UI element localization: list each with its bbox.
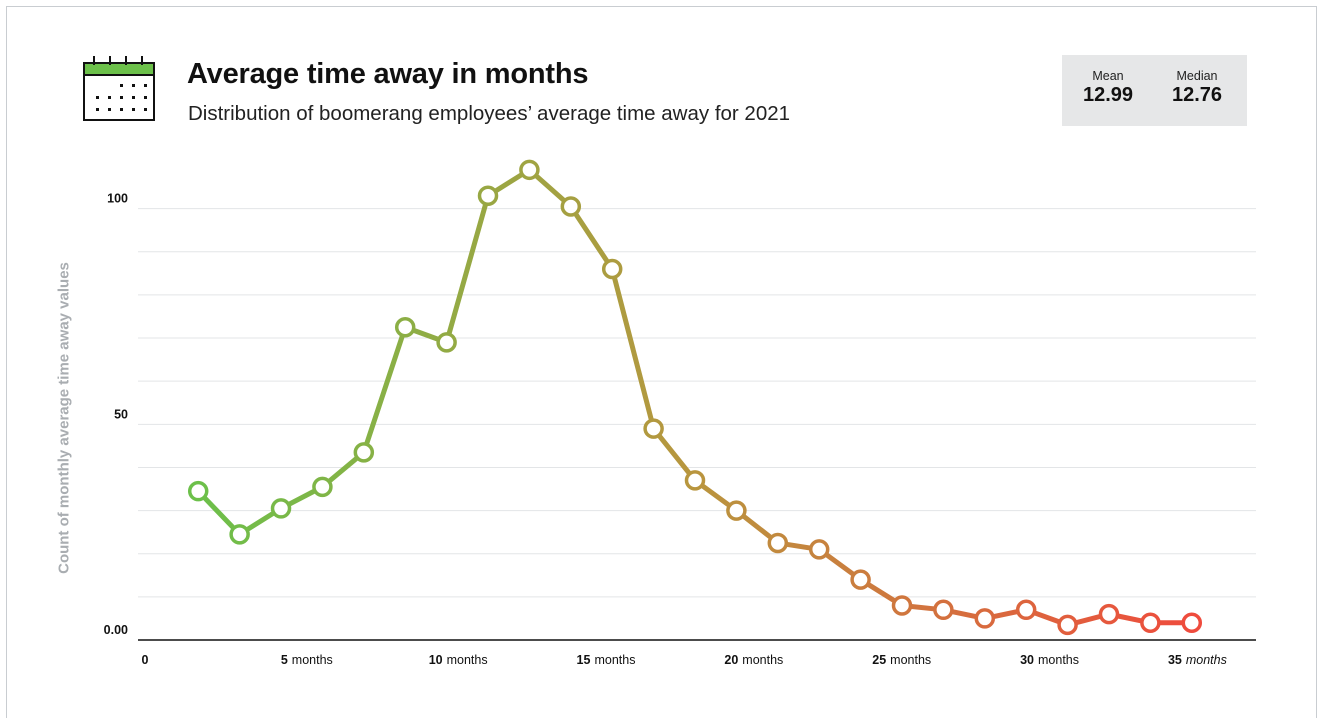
mean-stat: Mean 12.99 — [1078, 69, 1138, 106]
summary-stats-box: Mean 12.99 Median 12.76 — [1062, 55, 1247, 126]
data-point[interactable] — [436, 332, 457, 353]
x-tick-label: 35 months — [1168, 653, 1227, 667]
calendar-icon — [83, 56, 155, 121]
x-tick-labels: 0 5 months 10 months 15 months 20 months 25 months… — [142, 653, 1227, 667]
data-point[interactable] — [808, 539, 830, 560]
chart-subtitle: Distribution of boomerang employees’ ave… — [188, 102, 791, 125]
data-point[interactable] — [477, 185, 499, 206]
data-point[interactable] — [1181, 612, 1203, 633]
data-point[interactable] — [560, 196, 582, 217]
data-point[interactable] — [933, 599, 954, 621]
x-tick-label: 25 months — [872, 653, 931, 667]
x-tick-label: 0 — [142, 653, 149, 667]
series-line — [195, 167, 1195, 628]
x-tick-label: 20 months — [724, 653, 783, 667]
data-point[interactable] — [353, 442, 375, 463]
data-point[interactable] — [229, 524, 250, 545]
x-tick-label: 5 months — [281, 653, 333, 667]
x-tick-label: 30 months — [1020, 653, 1079, 667]
y-tick-label: 100 — [107, 192, 128, 206]
y-tick-label: 0.00 — [104, 623, 128, 637]
x-tick-label: 10 months — [429, 653, 488, 667]
x-tick-label: 15 months — [577, 653, 636, 667]
data-point[interactable] — [767, 532, 789, 554]
data-point[interactable] — [270, 498, 292, 519]
data-point[interactable] — [684, 470, 706, 491]
median-value: 12.76 — [1171, 84, 1223, 106]
data-point[interactable] — [1015, 599, 1037, 621]
data-point[interactable] — [850, 569, 871, 590]
mean-value: 12.99 — [1082, 84, 1134, 106]
gridlines — [138, 208, 1256, 598]
chart-frame — [6, 6, 1317, 718]
data-point[interactable] — [643, 418, 664, 439]
data-point[interactable] — [726, 500, 747, 521]
data-point[interactable] — [974, 608, 996, 629]
series-layer — [187, 159, 1203, 636]
data-point[interactable] — [1057, 614, 1078, 636]
data-point[interactable] — [601, 258, 623, 280]
data-point[interactable] — [891, 595, 913, 616]
chart-title: Average time away in months — [187, 58, 589, 90]
data-point[interactable] — [1098, 603, 1120, 625]
median-stat: Median 12.76 — [1161, 69, 1233, 106]
data-point[interactable] — [312, 476, 333, 498]
median-label: Median — [1176, 69, 1218, 83]
data-point[interactable] — [187, 480, 209, 502]
data-point[interactable] — [519, 159, 540, 181]
data-point[interactable] — [394, 317, 416, 338]
data-point[interactable] — [1140, 612, 1161, 633]
y-tick-label: 50 — [114, 407, 128, 421]
y-tick-labels: 0.00 50 100 — [104, 192, 128, 637]
mean-label: Mean — [1092, 69, 1124, 83]
